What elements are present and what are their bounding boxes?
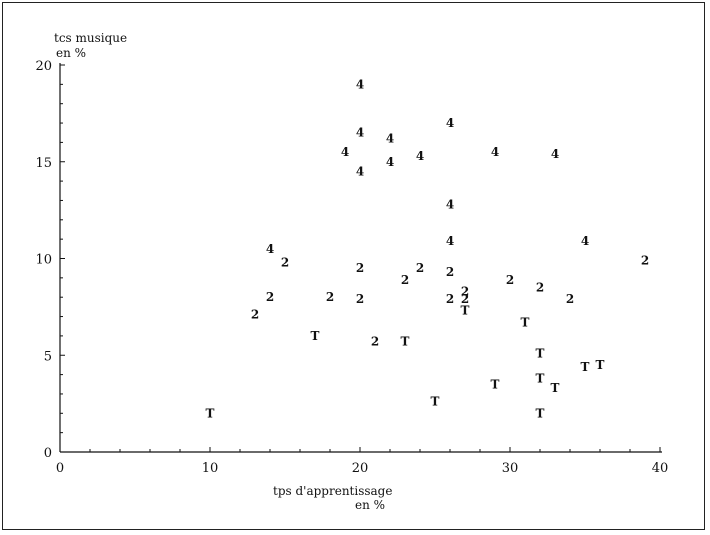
data-point-4: 4: [386, 155, 394, 169]
x-tick-label: 40: [652, 461, 669, 476]
data-point-t: T: [551, 381, 560, 395]
data-point-4: 4: [341, 145, 349, 159]
data-point-2: 2: [371, 335, 379, 349]
data-point-t: T: [206, 406, 215, 420]
data-point-2: 2: [356, 261, 364, 275]
data-point-t: T: [521, 315, 530, 329]
data-point-4: 4: [446, 116, 454, 130]
data-point-4: 4: [356, 126, 364, 140]
y-tick-label: 0: [44, 446, 52, 461]
x-tick-label: 0: [56, 461, 64, 476]
y-tick-label: 15: [35, 156, 52, 171]
data-point-2: 2: [356, 292, 364, 306]
x-axis-label-line2: en %: [355, 498, 385, 512]
data-point-2: 2: [566, 292, 574, 306]
x-axis-label-line1: tps d'apprentissage: [273, 484, 392, 498]
data-point-4: 4: [416, 149, 424, 163]
chart-frame: [2, 2, 705, 530]
data-point-2: 2: [461, 284, 469, 298]
y-tick-label: 20: [35, 59, 52, 74]
axes: [59, 63, 662, 453]
data-point-4: 4: [356, 77, 364, 91]
data-point-t: T: [491, 377, 500, 391]
data-point-2: 2: [536, 281, 544, 295]
data-point-2: 2: [446, 265, 454, 279]
data-point-4: 4: [581, 234, 589, 248]
data-point-2: 2: [641, 253, 649, 267]
x-tick-label: 10: [202, 461, 219, 476]
ticks: 0 10 20 30 40 0 5 10 15 20: [35, 59, 668, 476]
data-point-2: 2: [401, 273, 409, 287]
y-axis-label-line1: tcs musique: [54, 31, 127, 45]
data-point-t: T: [431, 395, 440, 409]
data-point-t: T: [536, 346, 545, 360]
data-point-t: T: [596, 358, 605, 372]
x-tick-label: 30: [502, 461, 519, 476]
data-point-t: T: [581, 360, 590, 374]
data-point-2: 2: [461, 292, 469, 306]
data-point-4: 4: [551, 147, 559, 161]
data-point-4: 4: [491, 145, 499, 159]
data-point-2: 2: [326, 290, 334, 304]
y-tick-label: 10: [35, 253, 52, 268]
data-point-2: 2: [416, 261, 424, 275]
data-point-2: 2: [446, 292, 454, 306]
data-point-2: 2: [251, 308, 259, 322]
data-point-t: T: [536, 406, 545, 420]
data-point-t: T: [536, 371, 545, 385]
y-tick-label: 5: [44, 349, 52, 364]
data-point-4: 4: [266, 242, 274, 256]
data-point-t: T: [461, 304, 470, 318]
data-point-4: 4: [386, 132, 394, 146]
data-point-4: 4: [446, 197, 454, 211]
x-tick-label: 20: [352, 461, 369, 476]
data-point-2: 2: [506, 273, 514, 287]
data-point-t: T: [401, 335, 410, 349]
data-point-2: 2: [266, 290, 274, 304]
data-point-4: 4: [356, 164, 364, 178]
data-point-t: T: [311, 329, 320, 343]
data-point-4: 4: [446, 234, 454, 248]
data-point-2: 2: [281, 255, 289, 269]
y-axis-label-line2: en %: [56, 46, 86, 60]
